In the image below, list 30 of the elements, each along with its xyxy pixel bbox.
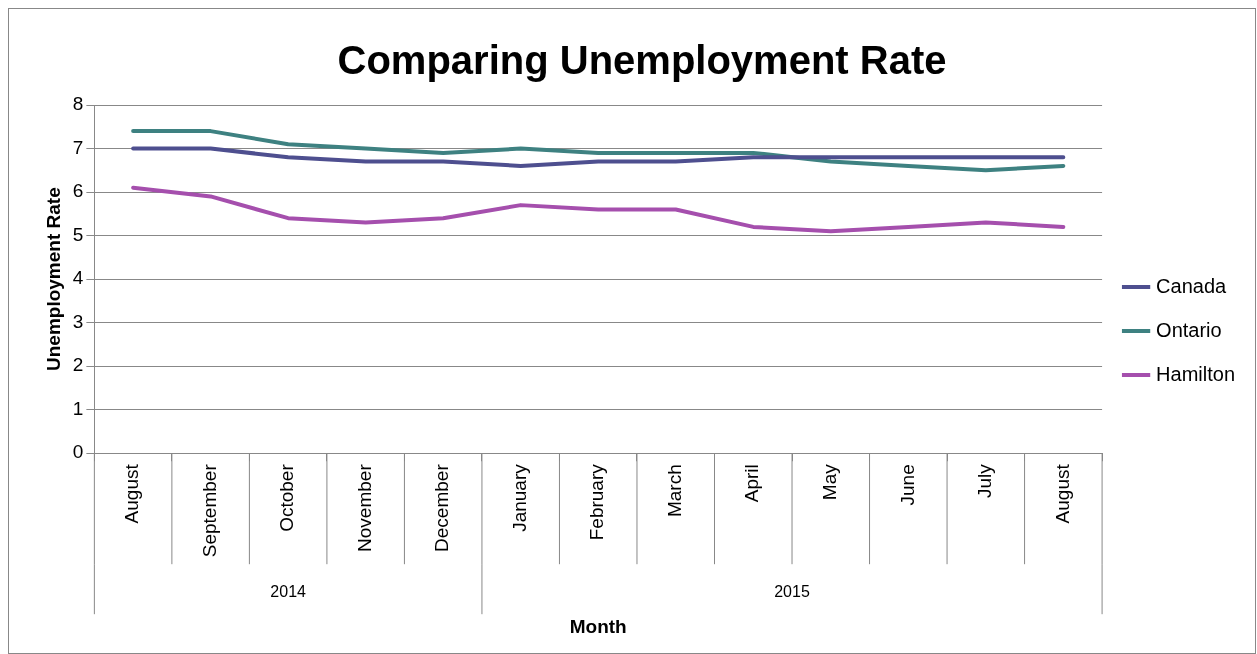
x-tick-label: November [353,463,375,552]
x-tick-label: July [974,463,996,499]
x-tick-label: May [819,463,841,501]
chart-title: Comparing Unemployment Rate [337,38,947,83]
y-tick-label: 3 [72,310,84,332]
y-tick-label: 1 [72,397,84,419]
y-tick-label: 7 [72,136,84,158]
y-tick-label: 6 [72,180,84,202]
x-tick-label: December [431,463,453,552]
x-tick-label: March [663,464,685,518]
y-tick-label: 0 [72,441,84,463]
x-tick-label: September [198,463,220,558]
x-tick-label: August [1051,463,1073,524]
x-tick-label: June [896,464,918,506]
y-axis-title: Unemployment Rate [42,187,64,371]
x-tick-label: January [508,463,530,532]
x-tick-label: February [586,463,608,541]
legend-label: Hamilton [1156,362,1236,385]
y-tick-label: 5 [72,223,84,245]
legend-label: Canada [1156,274,1228,297]
x-axis-title: Month [569,615,627,637]
text: 2014 [270,582,307,600]
text: 2015 [774,582,810,600]
y-tick-label: 8 [72,93,84,115]
y-tick-label: 4 [72,267,84,289]
x-tick-label: April [741,464,763,503]
x-tick-label: August [121,463,143,524]
x-tick-label: October [276,463,298,532]
y-tick-label: 2 [72,354,84,376]
legend-label: Ontario [1156,318,1222,341]
